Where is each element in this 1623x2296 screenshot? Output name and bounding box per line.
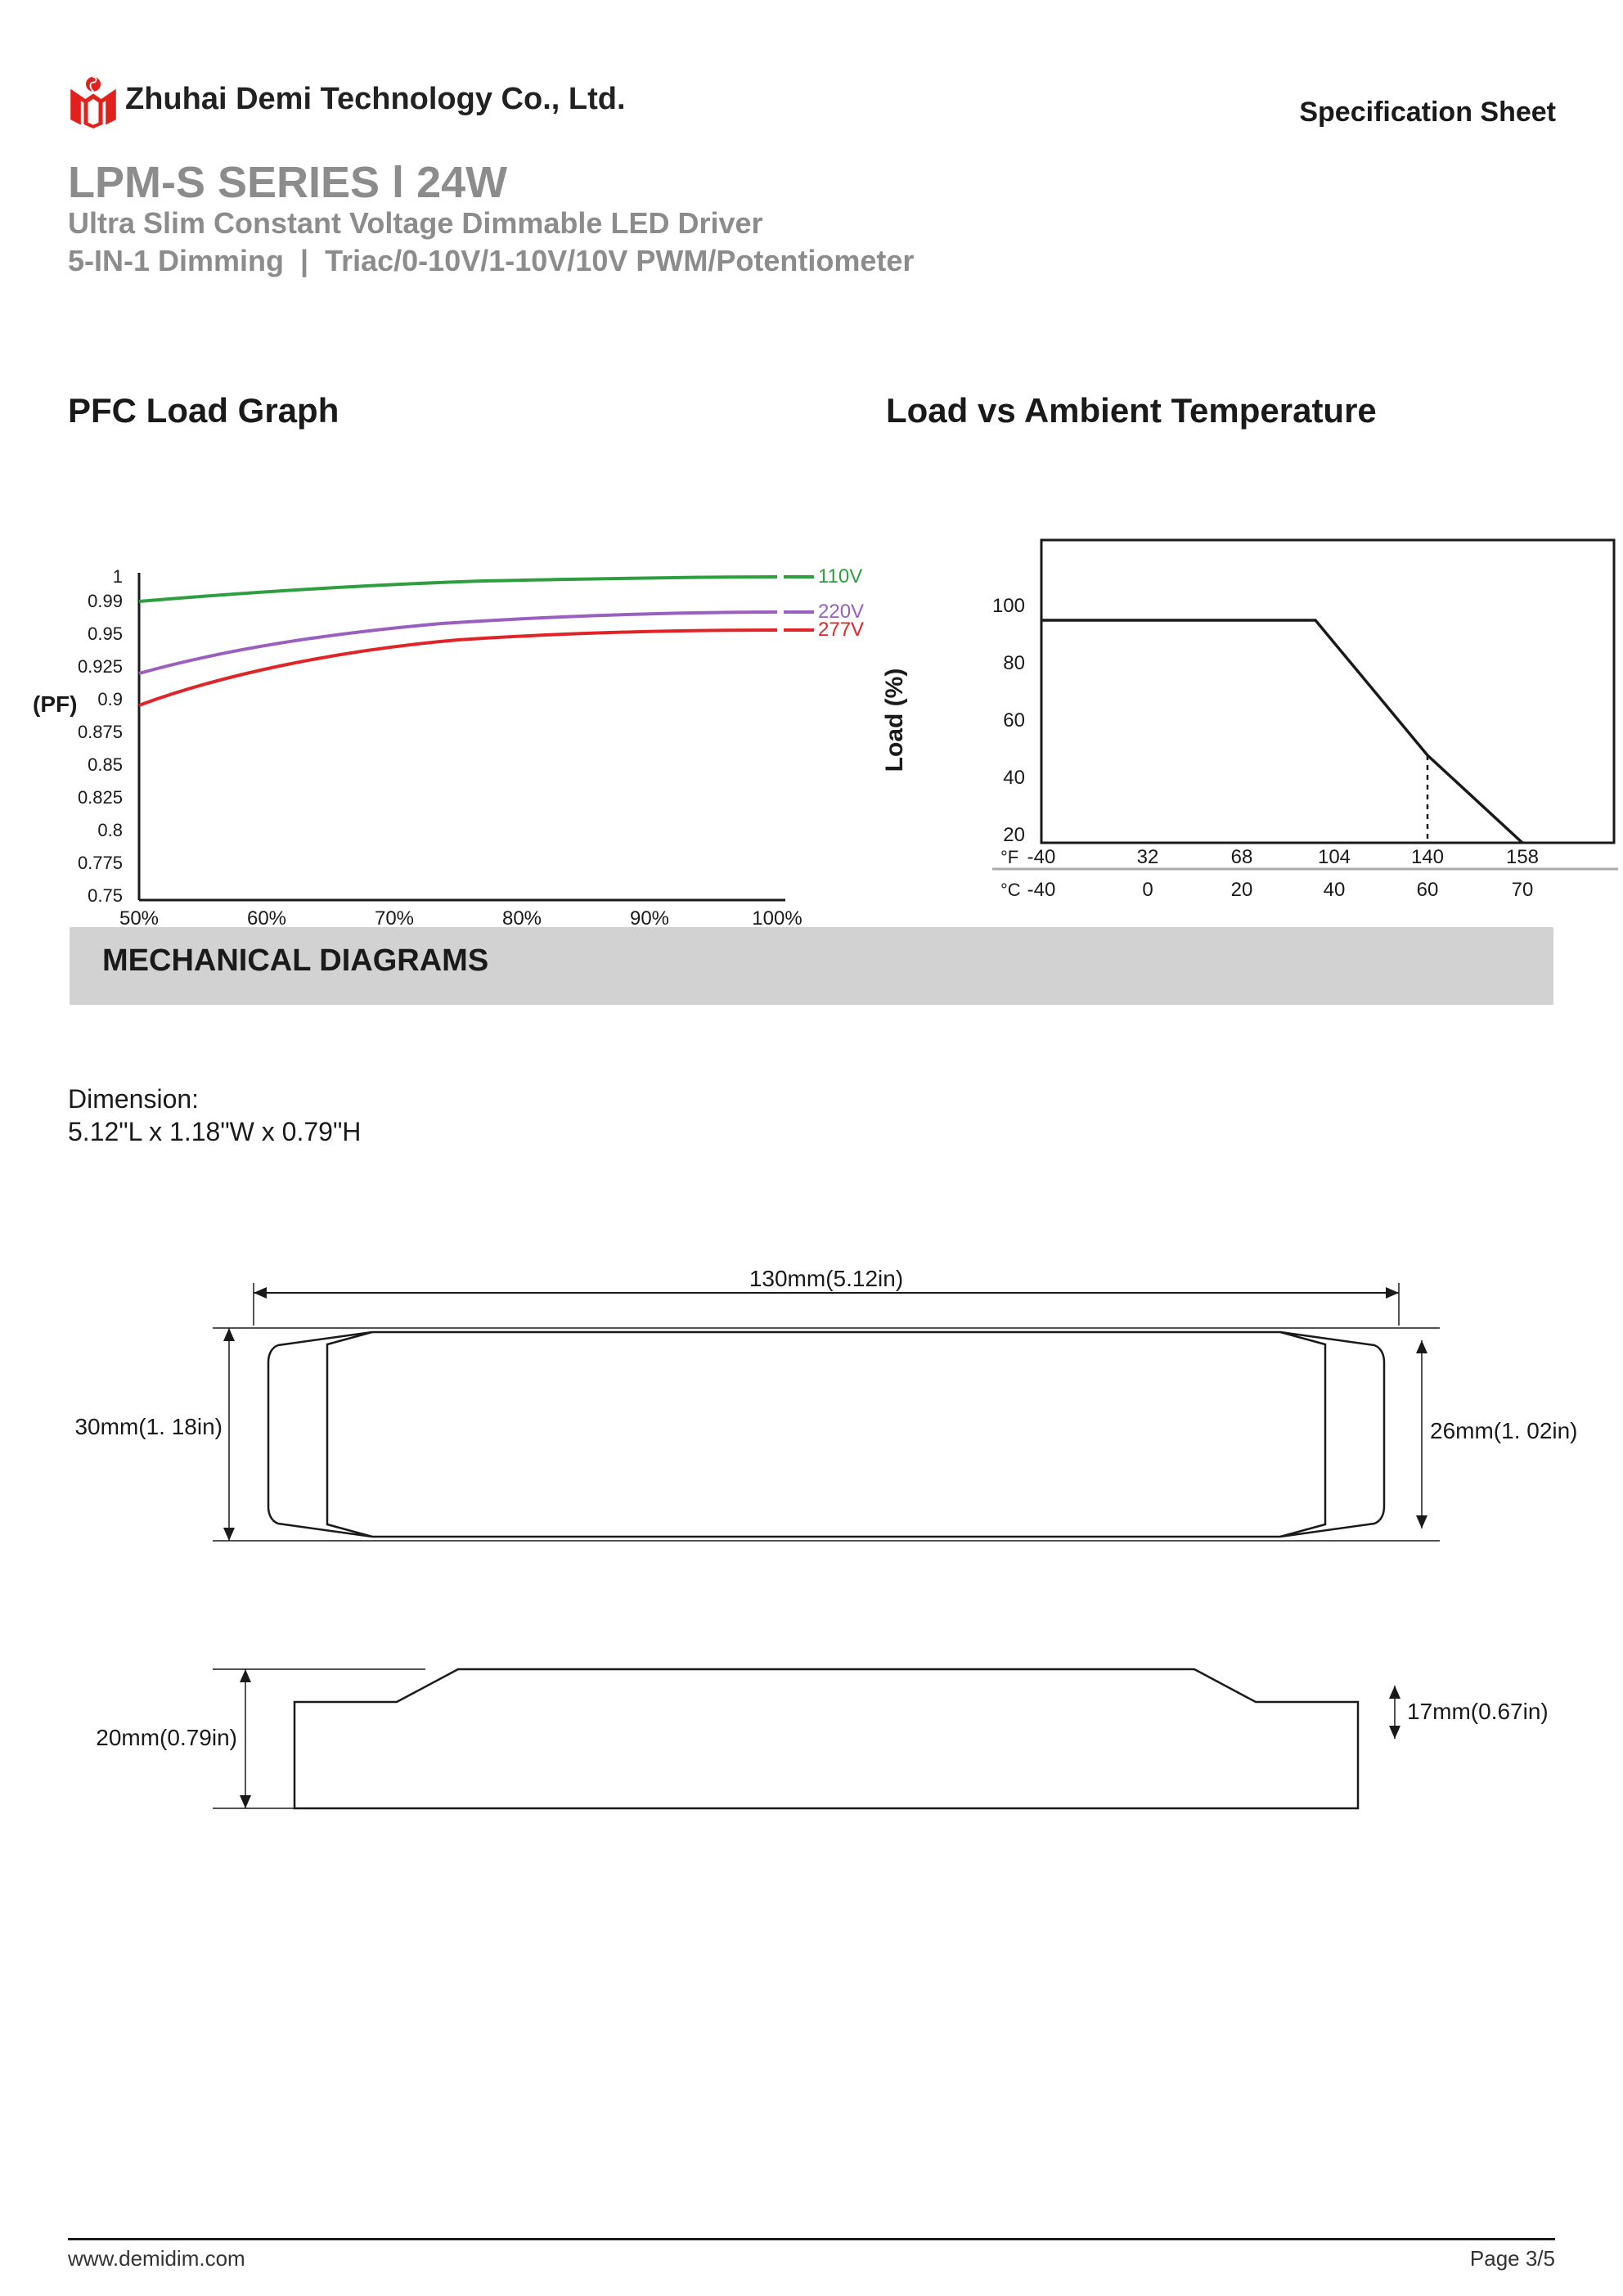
svg-text:0.9: 0.9 (97, 689, 123, 709)
svg-text:0.99: 0.99 (88, 591, 123, 611)
svg-text:26mm(1. 02in): 26mm(1. 02in) (1430, 1418, 1578, 1443)
svg-text:60%: 60% (247, 907, 286, 930)
svg-text:0.775: 0.775 (78, 853, 123, 873)
svg-text:50%: 50% (119, 907, 159, 930)
svg-text:20: 20 (1003, 824, 1025, 846)
svg-text:80%: 80% (502, 907, 542, 930)
svg-text:-40: -40 (1027, 846, 1056, 868)
svg-text:104: 104 (1318, 846, 1351, 868)
svg-text:90%: 90% (630, 907, 669, 930)
svg-text:100%: 100% (752, 907, 802, 930)
svg-text:0: 0 (1142, 879, 1153, 901)
svg-text:20: 20 (1231, 879, 1253, 901)
svg-text:1: 1 (113, 566, 123, 587)
svg-text:0.825: 0.825 (78, 787, 123, 808)
svg-text:30mm(1. 18in): 30mm(1. 18in) (74, 1414, 223, 1439)
svg-text:70: 70 (1512, 879, 1534, 901)
svg-text:40: 40 (1324, 879, 1346, 901)
svg-text:40: 40 (1003, 767, 1025, 789)
svg-text:60: 60 (1417, 879, 1439, 901)
svg-text:0.925: 0.925 (78, 656, 123, 677)
svg-text:17mm(0.67in): 17mm(0.67in) (1407, 1699, 1549, 1724)
svg-text:0.85: 0.85 (88, 754, 123, 775)
svg-text:0.8: 0.8 (97, 820, 123, 840)
svg-text:277V: 277V (818, 619, 864, 641)
svg-text:°F: °F (1000, 847, 1018, 867)
svg-text:80: 80 (1003, 652, 1025, 674)
svg-text:Load (%): Load (%) (881, 669, 908, 772)
svg-text:-40: -40 (1027, 879, 1056, 901)
svg-text:0.875: 0.875 (78, 722, 123, 742)
svg-text:°C: °C (1000, 880, 1021, 900)
svg-text:68: 68 (1231, 846, 1253, 868)
svg-text:32: 32 (1137, 846, 1159, 868)
svg-text:140: 140 (1411, 846, 1444, 868)
svg-text:70%: 70% (375, 907, 414, 930)
svg-text:20mm(0.79in): 20mm(0.79in) (96, 1725, 237, 1750)
svg-text:110V: 110V (818, 565, 862, 588)
svg-text:0.95: 0.95 (88, 624, 123, 644)
svg-text:100: 100 (992, 595, 1025, 617)
svg-text:(PF): (PF) (33, 691, 77, 717)
svg-text:130mm(5.12in): 130mm(5.12in) (749, 1266, 903, 1291)
svg-text:158: 158 (1506, 846, 1539, 868)
svg-text:60: 60 (1003, 709, 1025, 732)
svg-text:0.75: 0.75 (88, 885, 123, 906)
